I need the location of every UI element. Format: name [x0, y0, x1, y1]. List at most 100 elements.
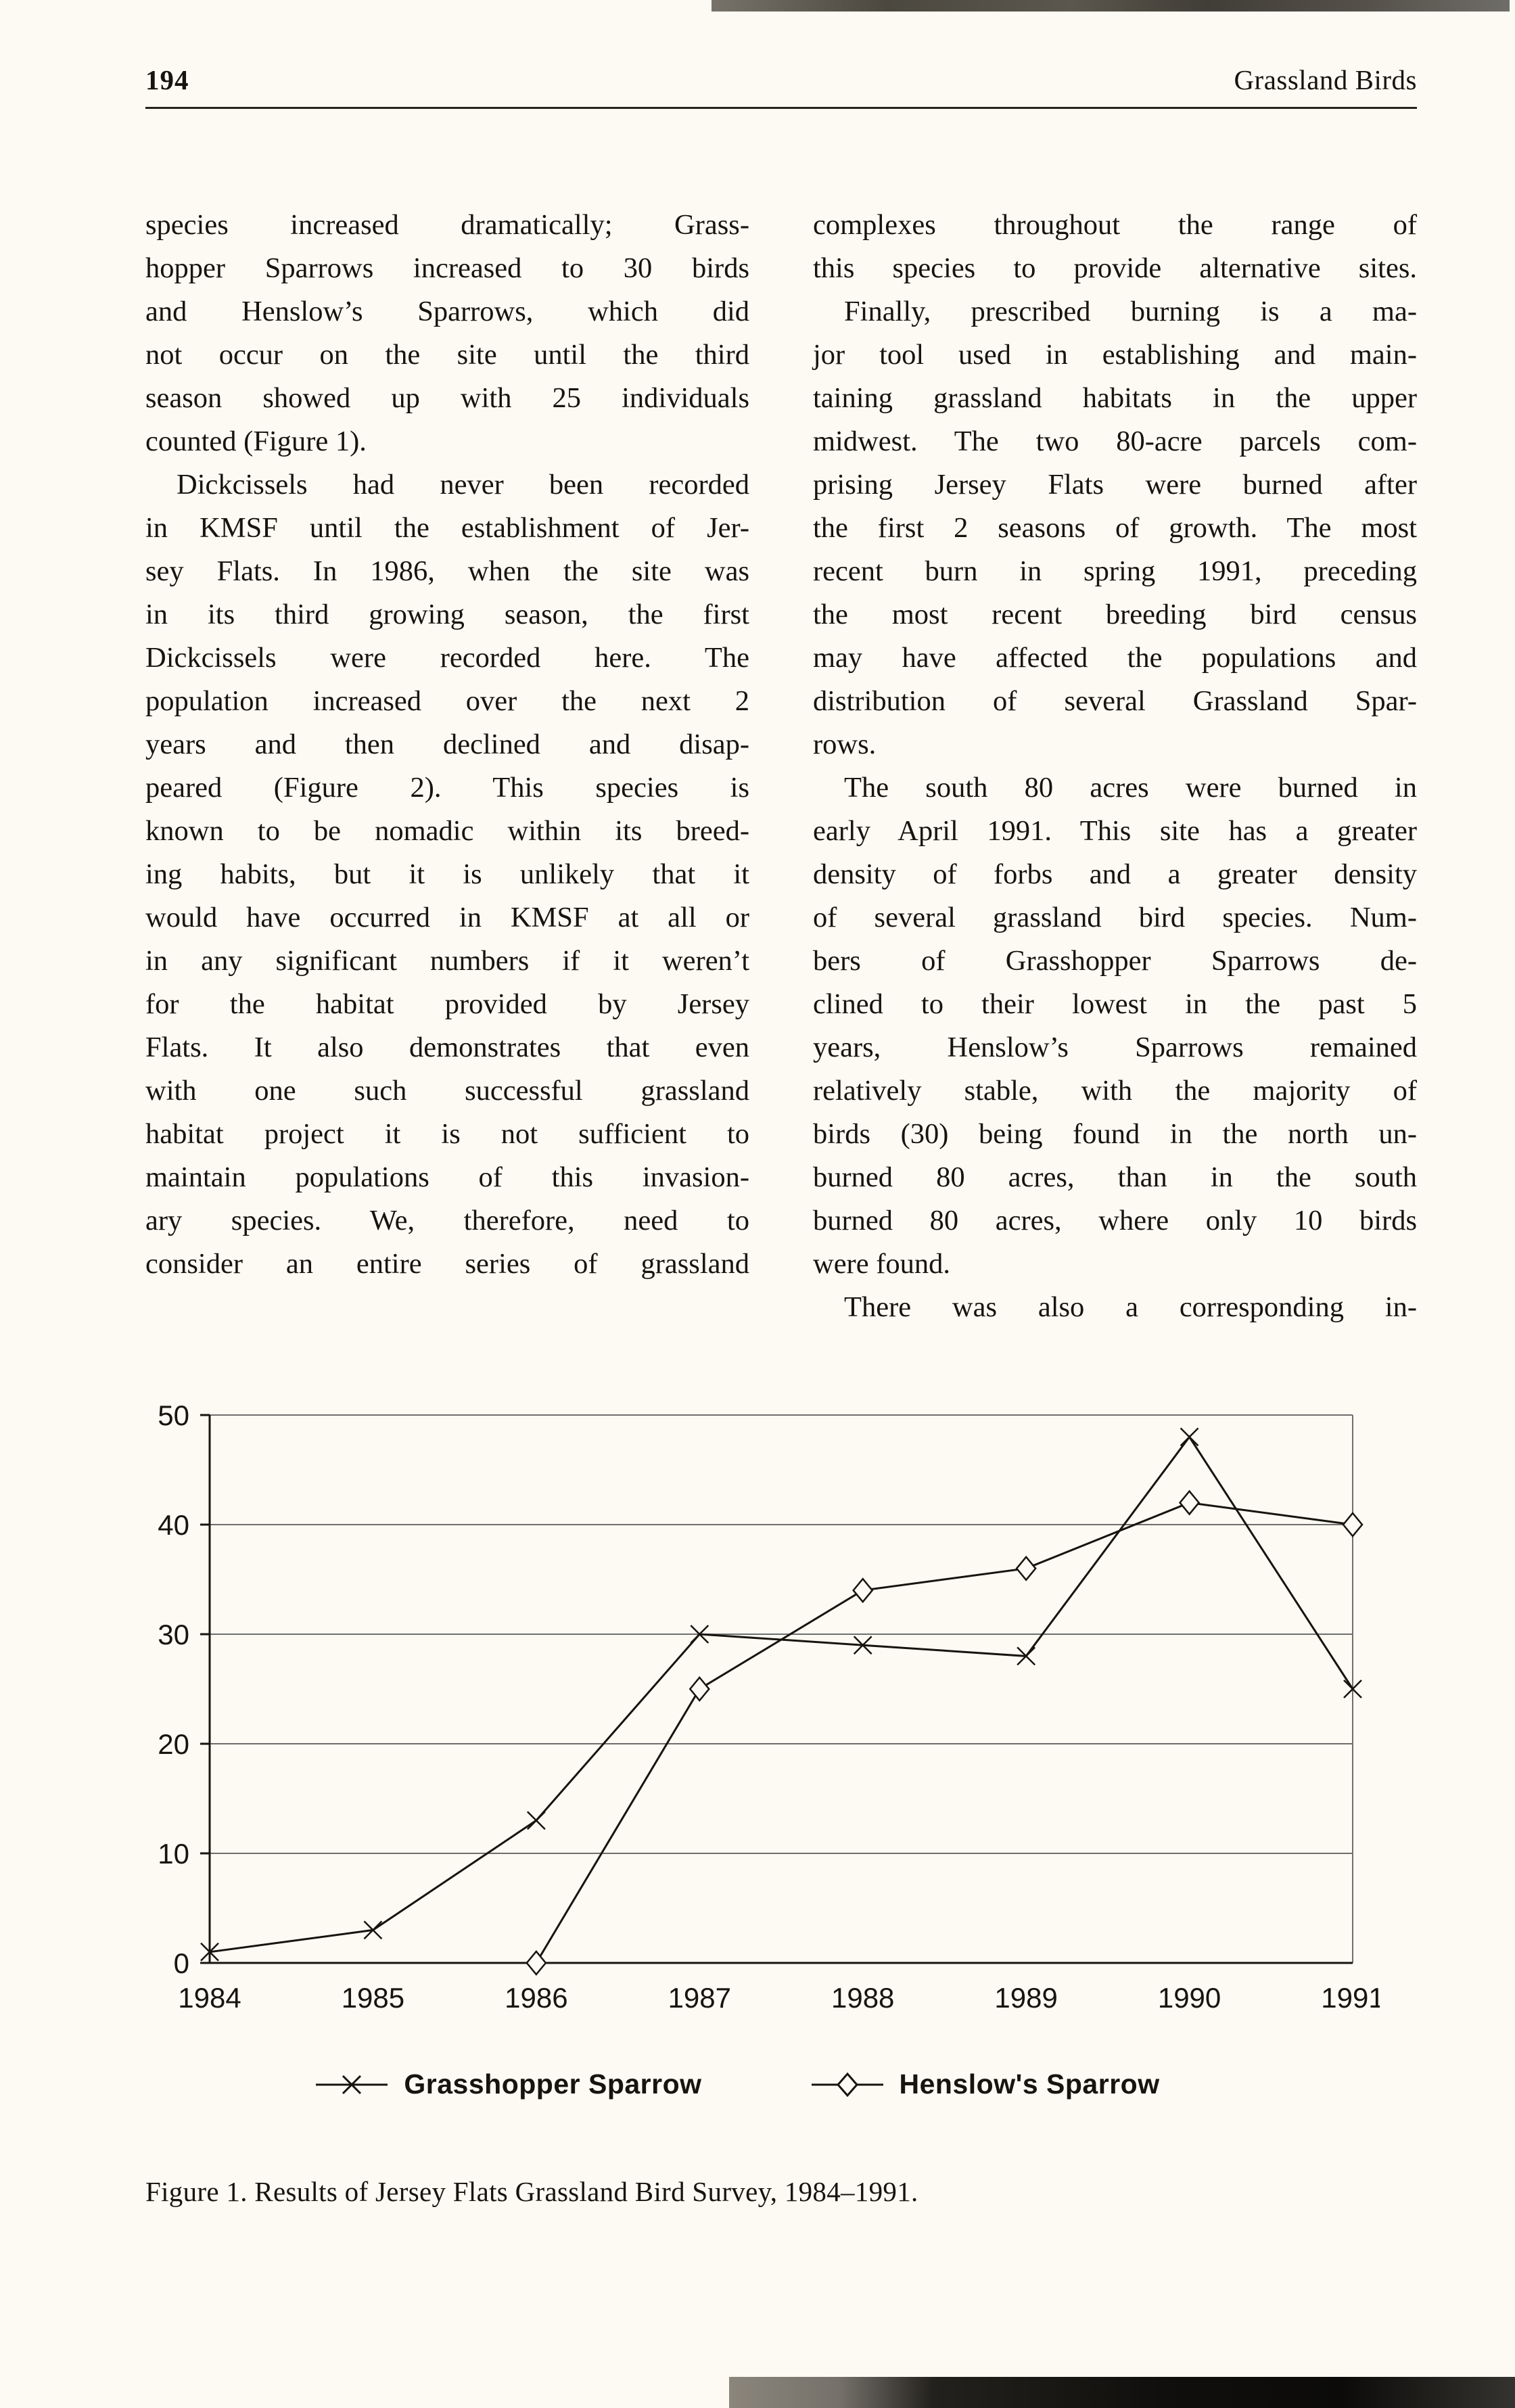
- paragraph: Finally, prescribed burning is a ma-jor …: [813, 290, 1417, 766]
- x-marker: [200, 1942, 219, 1962]
- text-line: were found.: [813, 1248, 950, 1280]
- text-line: jor tool used in establishing and main-: [813, 339, 1417, 371]
- x-tick-label: 1987: [668, 1982, 731, 2014]
- scan-artifact-bottom: [729, 2377, 1515, 2408]
- text-line: maintain populations of this invasion-: [145, 1161, 749, 1193]
- header-rule: [145, 107, 1417, 109]
- text-line: bers of Grasshopper Sparrows de-: [813, 945, 1417, 977]
- x-marker: [526, 1811, 546, 1830]
- text-line: burned 80 acres, than in the south: [813, 1161, 1417, 1193]
- text-line: ary species. We, therefore, need to: [145, 1205, 749, 1236]
- text-line: may have affected the populations and: [813, 642, 1417, 674]
- text-line: would have occurred in KMSF at all or: [145, 902, 749, 933]
- series-line-diamond: [535, 1502, 1353, 1964]
- text-line: birds (30) being found in the north un-: [813, 1118, 1417, 1150]
- text-line: in any significant numbers if it weren’t: [145, 945, 749, 977]
- text-line: distribution of several Grassland Spar-: [813, 685, 1417, 717]
- paragraph: complexes throughout the range of this sp…: [813, 204, 1417, 290]
- y-tick-label: 0: [174, 1947, 189, 1979]
- text-line: in its third growing season, the first: [145, 599, 749, 630]
- x-marker: [1017, 1646, 1036, 1666]
- diamond-marker: [526, 1950, 547, 1976]
- text-line: in KMSF until the establishment of Jer-: [145, 512, 749, 544]
- text-line: sey Flats. In 1986, when the site was: [145, 555, 749, 587]
- page-number: 194: [145, 64, 189, 95]
- x-tick-label: 1988: [831, 1982, 894, 2014]
- text-line: known to be nomadic within its breed-: [145, 815, 749, 847]
- text-line: Finally, prescribed burning is a ma-: [844, 296, 1417, 327]
- text-line: consider an entire series of grassland: [145, 1248, 749, 1280]
- figure-caption: Figure 1. Results of Jersey Flats Grassl…: [145, 2176, 918, 2207]
- x-marker: [1180, 1427, 1199, 1447]
- text-line: early April 1991. This site has a greate…: [813, 815, 1417, 847]
- text-line: rows.: [813, 728, 877, 760]
- text-line: Dickcissels were recorded here. The: [145, 642, 749, 674]
- diamond-marker: [1342, 1512, 1364, 1537]
- paragraph: Dickcissels had never been recorded in KM…: [145, 463, 749, 1286]
- x-tick-label: 1991: [1321, 1982, 1380, 2014]
- text-line: ing habits, but it is unlikely that it: [145, 858, 749, 890]
- x-marker: [363, 1920, 383, 1940]
- text-line: for the habitat provided by Jersey: [145, 988, 749, 1020]
- legend-label-grasshopper: Grasshopper Sparrow: [404, 2068, 702, 2100]
- x-tick-label: 1989: [994, 1982, 1057, 2014]
- text-line: midwest. The two 80-acre parcels com-: [813, 425, 1417, 457]
- scan-artifact-top: [712, 0, 1510, 11]
- page-header: 194 Grassland Birds: [145, 64, 1417, 96]
- text-line: this species to provide alternative site…: [813, 252, 1417, 284]
- paragraph: species increased dramatically; Grass-ho…: [145, 204, 749, 463]
- line-chart: 0 10 20 30 40 50 1984 1985 1986 1987 1988 1989 1990 1…: [158, 1399, 1380, 2014]
- text-line: habitat project it is not sufficient to: [145, 1118, 749, 1150]
- diamond-marker: [1015, 1555, 1037, 1581]
- x-tick-label: 1986: [505, 1982, 567, 2014]
- text-line: prising Jersey Flats were burned after: [813, 469, 1417, 501]
- text-line: species increased dramatically; Grass-: [145, 209, 749, 241]
- paragraph: There was also a corresponding in-: [813, 1286, 1417, 1329]
- text-line: recent burn in spring 1991, preceding: [813, 555, 1417, 587]
- right-column: complexes throughout the range of this sp…: [813, 204, 1417, 1329]
- text-line: and Henslow’s Sparrows, which did: [145, 296, 749, 327]
- text-line: peared (Figure 2). This species is: [145, 772, 749, 804]
- text-line: counted (Figure 1).: [145, 425, 367, 457]
- paragraph: The south 80 acres were burned in early A…: [813, 766, 1417, 1286]
- text-line: The south 80 acres were burned in: [844, 772, 1417, 804]
- text-line: of several grassland bird species. Num-: [813, 902, 1417, 933]
- running-head: Grassland Birds: [1234, 64, 1417, 95]
- left-column: species increased dramatically; Grass-ho…: [145, 204, 749, 1329]
- text-line: hopper Sparrows increased to 30 birds: [145, 252, 749, 284]
- text-line: clined to their lowest in the past 5: [813, 988, 1417, 1020]
- text-line: years, Henslow’s Sparrows remained: [813, 1032, 1417, 1063]
- y-tick-label: 50: [158, 1399, 189, 1431]
- legend-label-henslows: Henslow's Sparrow: [899, 2068, 1160, 2100]
- x-marker: [853, 1636, 872, 1655]
- text-line: season showed up with 25 individuals: [145, 382, 749, 414]
- x-tick-label: 1984: [178, 1982, 241, 2014]
- text-line: not occur on the site until the third: [145, 339, 749, 371]
- text-line: the most recent breeding bird census: [813, 599, 1417, 630]
- text-line: population increased over the next 2: [145, 685, 749, 717]
- x-marker: [1343, 1680, 1362, 1698]
- y-tick-label: 20: [158, 1728, 189, 1760]
- text-line: with one such successful grassland: [145, 1075, 749, 1107]
- text-line: years and then declined and disap-: [145, 728, 749, 760]
- x-tick-label: 1990: [1158, 1982, 1221, 2014]
- diamond-marker: [689, 1676, 710, 1702]
- x-marker-icon: [316, 2075, 388, 2094]
- chart-legend: Grasshopper Sparrow Henslow's Sparrow: [95, 2068, 1380, 2100]
- text-line: Dickcissels had never been recorded: [177, 469, 749, 501]
- text-line: There was also a corresponding in-: [844, 1291, 1417, 1323]
- y-tick-label: 10: [158, 1838, 189, 1870]
- body-text: species increased dramatically; Grass-ho…: [145, 204, 1417, 1329]
- y-tick-label: 30: [158, 1619, 189, 1650]
- text-line: burned 80 acres, where only 10 birds: [813, 1205, 1417, 1236]
- legend-item-henslows-sparrow: Henslow's Sparrow: [810, 2068, 1160, 2100]
- diamond-marker-icon: [811, 2072, 883, 2097]
- diamond-marker: [1178, 1489, 1201, 1516]
- x-marker: [690, 1625, 709, 1644]
- x-tick-label: 1985: [342, 1982, 404, 2014]
- text-line: relatively stable, with the majority of: [813, 1075, 1417, 1107]
- text-line: complexes throughout the range of: [813, 209, 1417, 241]
- text-line: taining grassland habitats in the upper: [813, 382, 1417, 414]
- text-line: density of forbs and a greater density: [813, 858, 1417, 890]
